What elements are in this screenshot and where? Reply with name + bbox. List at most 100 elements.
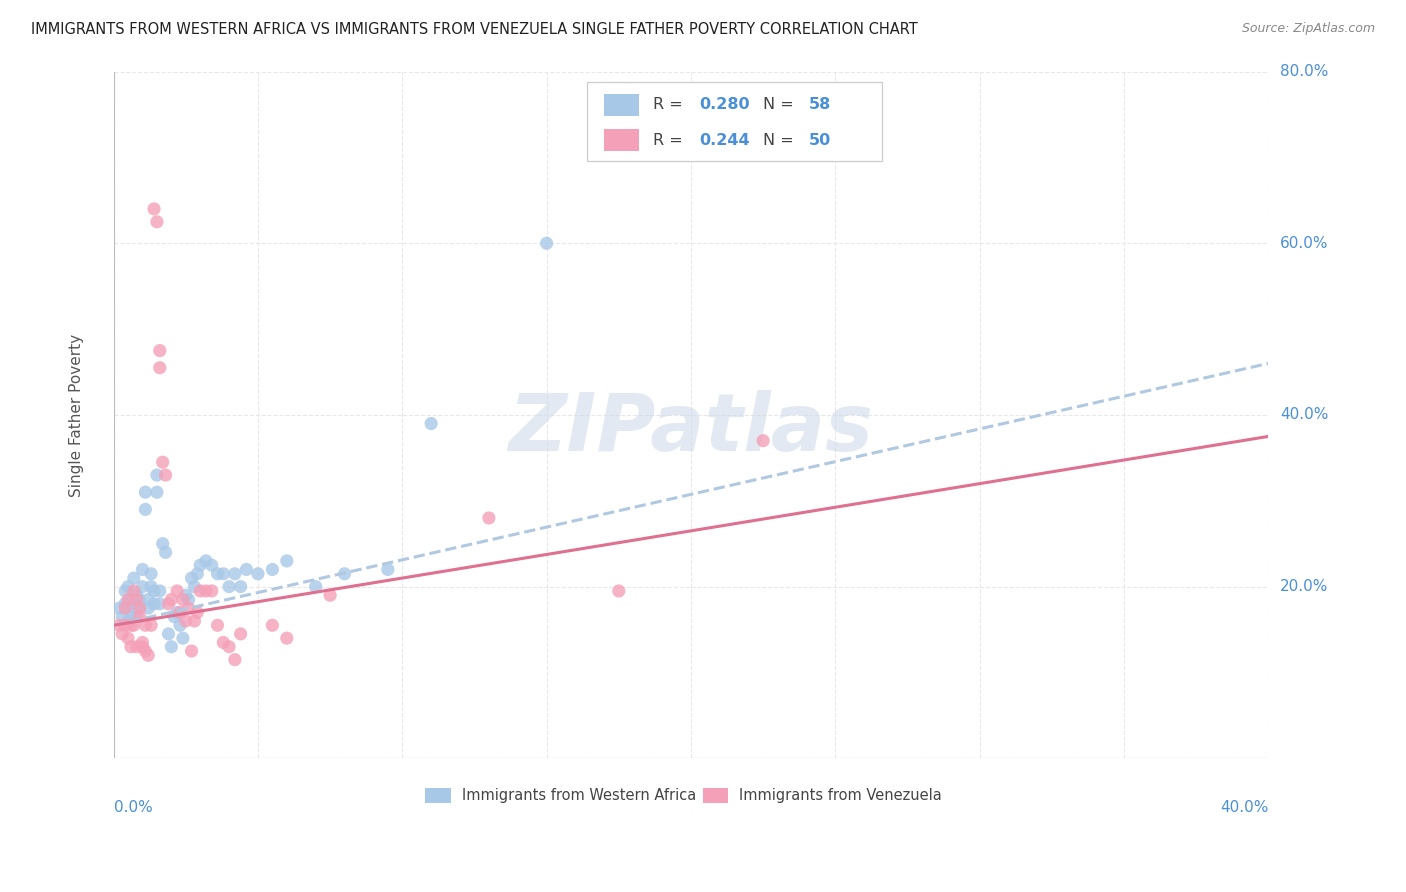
Point — [235, 562, 257, 576]
FancyBboxPatch shape — [426, 788, 451, 803]
Point — [246, 566, 269, 581]
Point — [114, 597, 136, 611]
Point — [163, 609, 186, 624]
Point — [122, 583, 145, 598]
Point — [125, 592, 148, 607]
Point — [201, 583, 224, 598]
Point — [149, 360, 172, 375]
Point — [146, 468, 169, 483]
Text: R =: R = — [652, 133, 688, 148]
Point — [108, 601, 131, 615]
Point — [157, 597, 180, 611]
Point — [120, 618, 142, 632]
Point — [478, 511, 501, 525]
Point — [122, 571, 145, 585]
Point — [155, 545, 177, 559]
Point — [136, 648, 159, 663]
Point — [146, 485, 169, 500]
Point — [131, 562, 153, 576]
Point — [224, 652, 246, 666]
Point — [155, 468, 177, 483]
Point — [172, 592, 194, 607]
Point — [131, 640, 153, 654]
Point — [188, 558, 211, 573]
Point — [122, 601, 145, 615]
Point — [166, 583, 188, 598]
Point — [607, 583, 630, 598]
Point — [157, 627, 180, 641]
Text: 0.280: 0.280 — [699, 97, 749, 112]
Point — [177, 601, 200, 615]
Point — [420, 417, 443, 431]
Point — [117, 614, 139, 628]
Point — [224, 566, 246, 581]
Point — [218, 580, 240, 594]
Point — [536, 236, 558, 251]
Point — [377, 562, 399, 576]
Point — [195, 583, 218, 598]
Text: 0.0%: 0.0% — [114, 799, 152, 814]
Text: N =: N = — [762, 97, 799, 112]
Text: 60.0%: 60.0% — [1279, 235, 1329, 251]
Point — [128, 601, 150, 615]
Point — [177, 592, 200, 607]
FancyBboxPatch shape — [703, 788, 728, 803]
Point — [136, 592, 159, 607]
Point — [128, 592, 150, 607]
Point — [229, 580, 252, 594]
Point — [276, 554, 298, 568]
Point — [229, 627, 252, 641]
Point — [120, 592, 142, 607]
Point — [207, 618, 229, 632]
Text: 40.0%: 40.0% — [1279, 408, 1329, 423]
Text: 50: 50 — [808, 133, 831, 148]
Point — [125, 609, 148, 624]
Point — [134, 502, 156, 516]
Point — [111, 627, 134, 641]
Point — [120, 640, 142, 654]
Point — [149, 583, 172, 598]
Point — [166, 606, 188, 620]
Point — [169, 606, 191, 620]
Text: 0.244: 0.244 — [699, 133, 749, 148]
Point — [134, 618, 156, 632]
Point — [152, 455, 174, 469]
Point — [114, 601, 136, 615]
Point — [319, 588, 342, 602]
Text: 58: 58 — [808, 97, 831, 112]
Point — [160, 640, 183, 654]
Point — [128, 609, 150, 624]
Point — [134, 485, 156, 500]
Point — [195, 554, 218, 568]
Point — [139, 566, 162, 581]
FancyBboxPatch shape — [588, 82, 882, 161]
Text: Source: ZipAtlas.com: Source: ZipAtlas.com — [1241, 22, 1375, 36]
Point — [122, 618, 145, 632]
Point — [212, 566, 235, 581]
Point — [136, 601, 159, 615]
Point — [131, 635, 153, 649]
Point — [218, 640, 240, 654]
Text: Single Father Poverty: Single Father Poverty — [69, 334, 84, 497]
Point — [160, 592, 183, 607]
Point — [752, 434, 775, 448]
Point — [125, 588, 148, 602]
FancyBboxPatch shape — [605, 129, 638, 152]
Text: 40.0%: 40.0% — [1220, 799, 1268, 814]
Point — [131, 580, 153, 594]
Text: Immigrants from Venezuela: Immigrants from Venezuela — [740, 788, 942, 803]
Point — [114, 583, 136, 598]
Text: 80.0%: 80.0% — [1279, 64, 1329, 79]
Point — [134, 644, 156, 658]
Point — [108, 618, 131, 632]
Point — [125, 640, 148, 654]
Point — [143, 597, 166, 611]
Point — [143, 202, 166, 216]
Text: ZIPatlas: ZIPatlas — [509, 390, 873, 467]
Point — [212, 635, 235, 649]
Point — [201, 558, 224, 573]
Point — [169, 618, 191, 632]
Point — [305, 580, 328, 594]
Point — [183, 614, 205, 628]
Point — [174, 588, 197, 602]
